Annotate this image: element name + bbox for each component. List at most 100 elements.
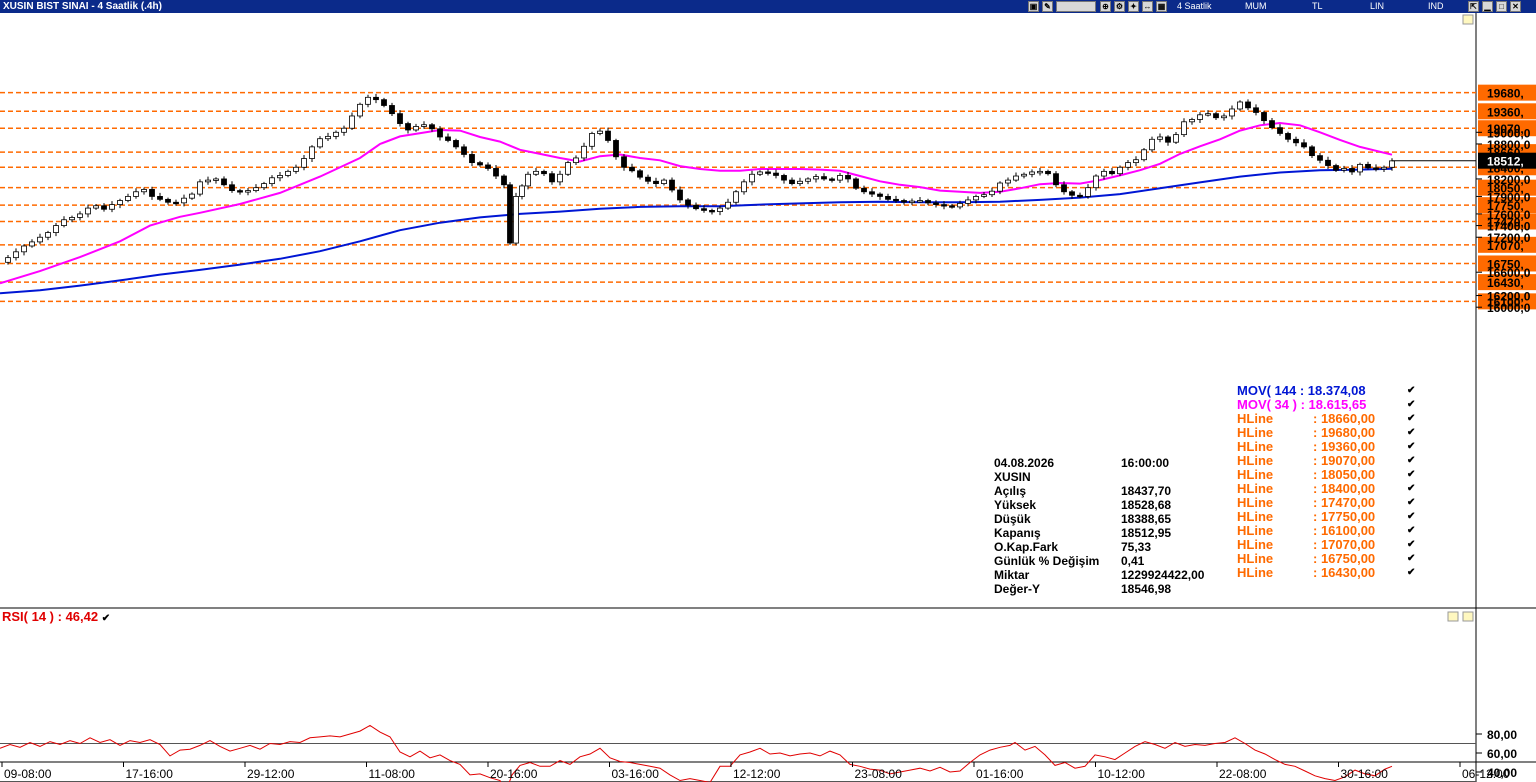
panel-menu-icon[interactable] [1462, 14, 1474, 25]
candle-body-96 [757, 171, 763, 175]
rsi-check-icon[interactable]: ✔ [101, 613, 111, 624]
candle-body-18 [141, 189, 147, 193]
hline-legend-row: HLine: 19680,00 ✔ [1237, 426, 1415, 440]
hline-check-icon[interactable]: ✔ [1407, 469, 1416, 480]
candle-body-106 [837, 175, 843, 181]
candle-body-7 [53, 225, 59, 233]
hline-legend-name: HLine [1237, 565, 1274, 580]
hline-check-icon[interactable]: ✔ [1407, 497, 1416, 508]
candle-body-57 [453, 140, 459, 148]
candle-50 [397, 110, 403, 127]
chart-background [0, 13, 1536, 782]
settings-icon[interactable]: ⚙ [1114, 1, 1125, 12]
candle-37 [293, 164, 299, 174]
candle-body-46 [365, 96, 371, 105]
rsi-menu-icon[interactable] [1447, 611, 1459, 622]
candle-body-62 [493, 168, 499, 177]
candle-body-56 [445, 136, 451, 141]
candle-body-173 [1373, 167, 1379, 170]
candle-body-124 [981, 194, 987, 197]
hline-label-19680: 19680, [1487, 87, 1524, 101]
info-label: Açılış [994, 484, 1027, 498]
hline-check-icon[interactable]: ✔ [1407, 511, 1416, 522]
candle-body-49 [389, 105, 395, 115]
hline-legend-name: HLine [1237, 523, 1274, 538]
candle-1 [5, 255, 11, 265]
scale-button[interactable]: LIN [1370, 1, 1385, 11]
y-tick-label-16200: 16200,0 [1487, 290, 1531, 304]
drawing-icon[interactable]: ✎ [1042, 1, 1053, 12]
candle-42 [333, 130, 339, 140]
pin-icon[interactable]: ⇱ [1468, 1, 1479, 12]
chart-type-button[interactable]: MUM [1245, 1, 1267, 11]
candle-101 [797, 177, 803, 186]
candle-121 [957, 200, 963, 210]
candle-113 [893, 195, 899, 203]
maximize-icon[interactable]: □ [1496, 1, 1507, 12]
hline-check-icon[interactable]: ✔ [1407, 539, 1416, 550]
candle-158 [1253, 104, 1259, 116]
mov34-line [0, 121, 1393, 285]
candle-body-142 [1125, 162, 1131, 168]
candle-body-11 [85, 207, 91, 215]
hline-check-icon[interactable]: ✔ [1407, 553, 1416, 564]
mov34-check-icon[interactable]: ✔ [1407, 399, 1416, 410]
hline-legend-name: HLine [1237, 509, 1274, 524]
currency-button[interactable]: TL [1312, 1, 1323, 11]
candle-115 [909, 198, 915, 206]
x-tick-label-10: 22-08:00 [1219, 767, 1267, 781]
candle-109 [861, 185, 867, 195]
candle-38 [301, 155, 307, 171]
chart-canvas[interactable]: 19680,19360,19070,18660,18400,18050,1775… [0, 13, 1536, 782]
chart-icon[interactable]: ▣ [1028, 1, 1039, 12]
candle-112 [885, 193, 891, 202]
hline-check-icon[interactable]: ✔ [1407, 525, 1416, 536]
candle-body-76 [597, 130, 603, 134]
indicator-button[interactable]: IND [1428, 1, 1444, 11]
hline-legend-value: : 18050,00 [1313, 467, 1376, 482]
mov144-check-icon[interactable]: ✔ [1407, 385, 1416, 396]
indicator-icon[interactable]: ✦ [1128, 1, 1139, 12]
candle-58 [461, 144, 467, 158]
candle-body-144 [1141, 149, 1147, 161]
close-icon[interactable]: ✕ [1510, 1, 1521, 12]
candle-146 [1157, 133, 1163, 143]
candle-body-164 [1301, 142, 1307, 148]
candle-body-80 [629, 166, 635, 172]
candle-28 [221, 176, 227, 187]
period-button[interactable]: 4 Saatlik [1177, 1, 1212, 11]
hline-check-icon[interactable]: ✔ [1407, 483, 1416, 494]
info-date: 04.08.2026 [994, 456, 1055, 470]
zoom-icon[interactable]: ⊕ [1100, 1, 1111, 12]
candle-70 [549, 171, 555, 185]
info-time: 16:00:00 [1121, 456, 1170, 470]
candle-25 [197, 179, 203, 197]
hline-check-icon[interactable]: ✔ [1407, 413, 1416, 424]
hline-label-bg-17470 [1478, 213, 1536, 230]
tool-selector[interactable] [1056, 1, 1096, 12]
hline-label-19070: 19070, [1487, 122, 1524, 136]
arrow-icon[interactable]: ↔ [1142, 1, 1153, 12]
minimize-icon[interactable]: ▁ [1482, 1, 1493, 12]
hline-check-icon[interactable]: ✔ [1407, 427, 1416, 438]
candle-166 [1317, 152, 1323, 164]
candle-body-151 [1197, 114, 1203, 120]
candle-body-138 [1093, 175, 1099, 189]
candle-body-40 [317, 138, 323, 148]
hline-check-icon[interactable]: ✔ [1407, 441, 1416, 452]
candle-55 [437, 126, 443, 141]
hline-check-icon[interactable]: ✔ [1407, 455, 1416, 466]
candle-3 [21, 244, 27, 256]
candle-body-63 [501, 175, 507, 186]
rsi-close-icon[interactable] [1462, 611, 1474, 622]
hline-check-icon[interactable]: ✔ [1407, 567, 1416, 578]
grid-icon[interactable]: ▦ [1156, 1, 1167, 12]
candle-body-149 [1181, 121, 1187, 136]
horizontal-lines: 19680,19360,19070,18660,18400,18050,1775… [0, 84, 1536, 310]
candle-20 [157, 192, 163, 202]
candle-body-6 [45, 232, 51, 238]
candle-body-27 [213, 178, 219, 181]
candle-95 [749, 170, 755, 186]
candle-body-91 [717, 207, 723, 212]
candle-body-111 [877, 193, 883, 197]
